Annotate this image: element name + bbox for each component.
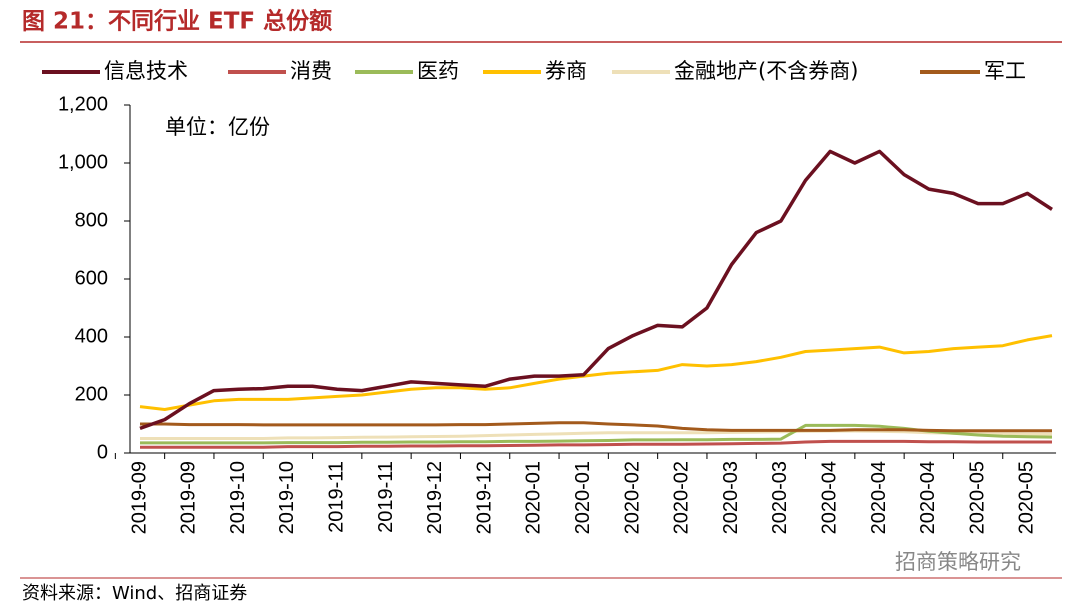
x-tick-label: 2019-12: [473, 461, 495, 534]
x-tick-label: 2019-09: [128, 461, 150, 534]
chart-title: 图 21：不同行业 ETF 总份额: [22, 8, 332, 35]
series-line: [139, 334, 1053, 411]
series-line: [139, 149, 1053, 431]
x-tick-label: 2020-04: [868, 461, 890, 534]
legend-label: 信息技术: [104, 59, 188, 83]
x-tick-label: 2020-04: [917, 461, 939, 534]
y-tick-label: 200: [75, 383, 108, 405]
y-tick-label: 0: [97, 441, 108, 463]
x-tick-label: 2019-10: [276, 461, 298, 534]
x-tick-label: 2020-01: [523, 461, 545, 534]
y-tick-label: 1,000: [58, 151, 108, 173]
x-tick-label: 2020-05: [1016, 461, 1038, 534]
source: 资料来源：Wind、招商证券: [22, 583, 247, 604]
x-tick-label: 2020-04: [818, 461, 840, 534]
x-tick-label: 2019-10: [227, 461, 249, 534]
series-line: [140, 423, 1053, 445]
legend-label: 军工: [984, 59, 1026, 83]
x-tick-label: 2020-01: [572, 461, 594, 534]
y-tick-label: 1,200: [58, 93, 108, 115]
unit-annotation: 单位：亿份: [165, 115, 270, 139]
y-tick-label: 400: [75, 325, 108, 347]
x-tick-label: 2020-02: [621, 461, 643, 534]
x-tick-label: 2020-02: [671, 461, 693, 534]
legend-label: 消费: [290, 59, 332, 83]
x-tick-label: 2019-11: [325, 461, 347, 533]
x-tick-label: 2019-09: [178, 461, 200, 534]
x-tick-label: 2019-12: [424, 461, 446, 534]
series-line: [140, 439, 1052, 449]
y-tick-label: 600: [75, 267, 108, 289]
x-tick-label: 2020-03: [720, 461, 742, 534]
legend-label: 券商: [545, 59, 587, 83]
x-tick-label: 2020-03: [769, 461, 791, 534]
y-tick-label: 800: [75, 209, 108, 231]
x-tick-label: 2019-11: [375, 461, 397, 533]
watermark: 招商策略研究: [895, 550, 1021, 574]
series-line: [140, 421, 1052, 433]
series-line: [140, 429, 1052, 440]
legend-label: 医药: [417, 59, 459, 83]
legend-label: 金融地产(不含券商): [674, 59, 858, 83]
x-tick-label: 2020-05: [966, 461, 988, 534]
